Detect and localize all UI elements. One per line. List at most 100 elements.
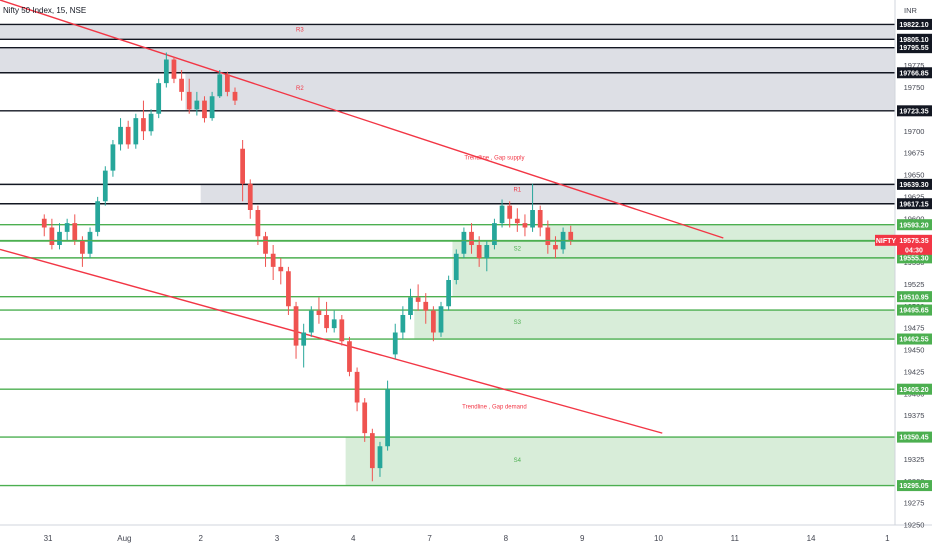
price-axis-background: [895, 0, 932, 550]
x-tick-label: 2: [198, 534, 203, 543]
candle-body: [423, 301, 429, 311]
candle-body: [163, 59, 169, 84]
support-level-label: 19350.45: [899, 435, 928, 442]
x-tick-label: 14: [807, 534, 816, 543]
candle-body: [308, 310, 314, 333]
resistance-level-label-bg: [897, 18, 932, 30]
support-level-label: 19495.65: [899, 308, 928, 315]
candle-body: [301, 332, 307, 346]
candle-body: [408, 297, 413, 315]
support-level-label: 19593.20: [899, 222, 928, 229]
levels-layer: [0, 23, 895, 487]
candle-body: [72, 223, 78, 241]
zone-label: S2: [514, 246, 522, 252]
x-tick-label: 4: [351, 534, 356, 543]
supply-zone: [200, 184, 896, 204]
y-tick-label: 19475: [904, 324, 925, 333]
countdown-value: 04:30: [905, 247, 923, 254]
candle-body: [469, 231, 474, 245]
y-tick-label: 19450: [904, 346, 925, 355]
x-tick-label: 1: [885, 534, 890, 543]
time-axis[interactable]: 31 Aug 2 3 4 7 8 9 10 11 14 1: [44, 534, 891, 543]
support-level-label-bg: [897, 383, 932, 395]
y-tick-label: 19700: [904, 127, 925, 136]
candle-body: [446, 280, 452, 307]
trendline-label: Trendline , Gap demand: [462, 405, 526, 411]
zone-labels-layer: R3 R2 R1 S2 S3 S4: [296, 28, 522, 465]
candle-body: [156, 83, 162, 114]
currency-label: INR: [904, 6, 918, 15]
support-level-label: 19555.30: [899, 255, 928, 262]
support-level-label: 19510.95: [899, 294, 928, 301]
y-tick-label: 19600: [904, 214, 925, 223]
candle-body: [514, 218, 520, 224]
trendline: [0, 248, 663, 434]
trendline-label: Trendline , Gap supply: [464, 155, 524, 161]
candle-body: [80, 240, 85, 254]
x-tick-label: 9: [580, 534, 585, 543]
x-tick-label: 7: [427, 534, 432, 543]
candle-body: [95, 201, 101, 232]
resistance-level-label-bg: [897, 42, 932, 54]
zone-label: S4: [514, 458, 522, 464]
demand-zone: [345, 437, 895, 486]
y-tick-label: 19750: [904, 83, 925, 92]
demand-zone: [452, 257, 895, 297]
x-tick-label: 3: [275, 534, 280, 543]
symbol-tag: NIFTY: [876, 238, 897, 245]
candle-body: [339, 319, 345, 342]
support-level-label-bg: [897, 219, 932, 231]
candle-body: [431, 310, 436, 333]
candle-body: [217, 74, 223, 97]
candle-body: [415, 297, 421, 302]
candle-body: [316, 310, 322, 315]
resistance-level-label-bg: [897, 198, 932, 210]
candle-body: [385, 389, 390, 447]
zone-label: R1: [513, 188, 521, 194]
price-axis[interactable]: 1925019275193001932519350193751940019425…: [897, 18, 932, 530]
candle-body: [225, 74, 230, 92]
candle-body: [64, 223, 70, 232]
candle-body: [492, 223, 497, 245]
resistance-level-label: 19822.10: [899, 22, 928, 29]
trendlines-layer: Trendline , Gap supply Trendline , Gap de…: [0, 0, 724, 434]
demand-zone: [414, 310, 895, 340]
candle-body: [553, 245, 558, 250]
y-tick-label: 19250: [904, 521, 925, 530]
candle-body: [141, 118, 146, 132]
resistance-level-label: 19617.15: [899, 201, 928, 208]
support-level-label-bg: [897, 252, 932, 264]
resistance-level-label-bg: [897, 67, 932, 79]
x-tick-label: Aug: [117, 534, 131, 543]
zone-label: S3: [514, 320, 522, 326]
support-level-label-bg: [897, 304, 932, 316]
x-tick-label: 31: [44, 534, 53, 543]
candle-body: [209, 96, 215, 119]
resistance-level-label: 19795.55: [899, 45, 928, 52]
resistance-level-label-bg: [897, 33, 932, 45]
candle-body: [202, 100, 207, 119]
candle-body: [240, 148, 245, 184]
candle-body: [286, 271, 291, 307]
candle-body: [461, 231, 467, 254]
x-tick-label: 8: [504, 534, 509, 543]
candle-body: [537, 210, 543, 228]
candle-body: [331, 319, 337, 329]
candle-body: [41, 218, 47, 228]
candle-body: [453, 253, 459, 280]
y-tick-label: 19675: [904, 149, 925, 158]
candle-body: [400, 315, 406, 333]
zone-label: R2: [296, 86, 304, 92]
zone-label: R3: [296, 28, 304, 34]
candle-body: [568, 231, 574, 241]
y-tick-label: 19775: [904, 61, 925, 70]
support-level-label-bg: [897, 480, 932, 492]
candle-body: [530, 210, 535, 228]
candle-body: [57, 231, 62, 245]
candle-body: [369, 433, 375, 469]
supply-zone: [0, 47, 895, 73]
candle-body: [110, 144, 116, 171]
last-price-value: 19575.35: [899, 238, 928, 245]
candle-body: [476, 245, 482, 259]
